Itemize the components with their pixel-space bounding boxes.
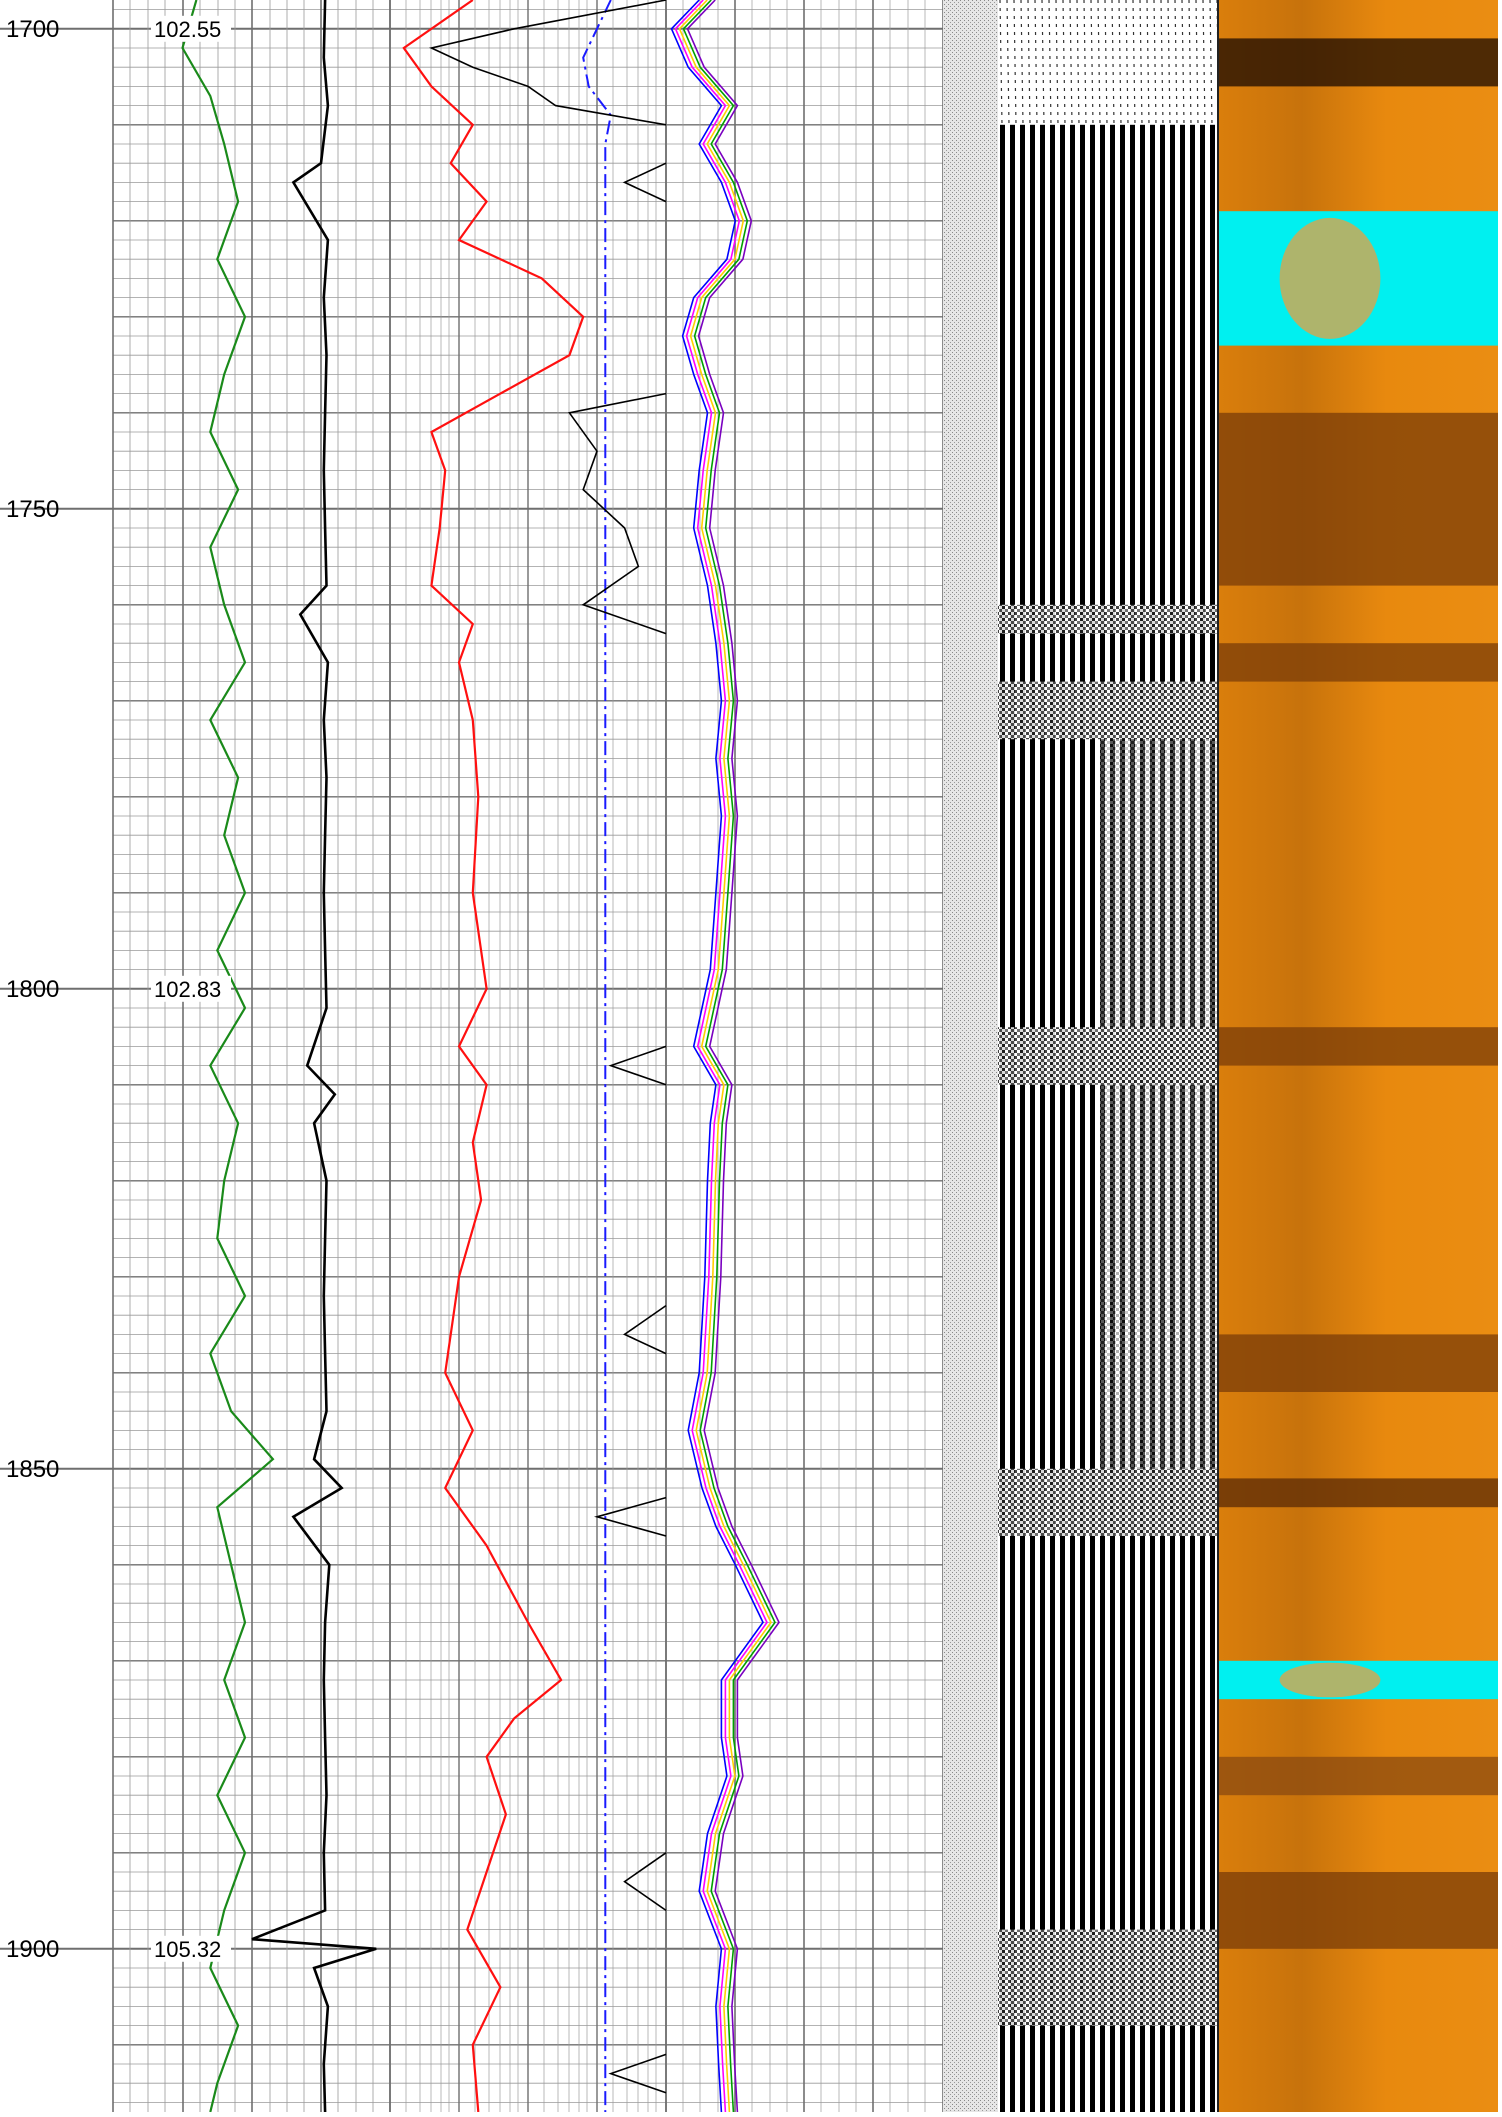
image-dark-band bbox=[1218, 1027, 1498, 1066]
curve-track3_lines-black bbox=[622, 1304, 667, 1355]
depth-tick-label: 1900 bbox=[6, 1936, 59, 1963]
curve-track2-black bbox=[251, 0, 377, 2113]
grid bbox=[0, 0, 944, 2112]
vdl-margin bbox=[943, 0, 998, 2112]
vdl-trace bbox=[1160, 0, 1164, 125]
vdl-trace bbox=[1090, 0, 1094, 125]
annotation-label: 105.32 bbox=[154, 1937, 221, 1962]
image-dark-band bbox=[1218, 643, 1498, 682]
vdl-trace bbox=[1104, 0, 1108, 125]
annotation-bg bbox=[151, 1935, 231, 1962]
annotation-label: 102.83 bbox=[154, 977, 221, 1002]
vdl-trace bbox=[1013, 0, 1017, 125]
curve-track4 bbox=[678, 0, 772, 2113]
curve-track4 bbox=[670, 0, 764, 2113]
vdl-trace bbox=[1041, 0, 1045, 125]
depth-labels: 1700 1750 1800 1850 1900 102.55 102.83 105.32 bbox=[6, 16, 231, 1963]
vdl-top-blank bbox=[998, 0, 1218, 125]
curve-track3_lines-black bbox=[608, 1045, 667, 1086]
vdl-trace bbox=[1139, 0, 1143, 125]
vdl-trace bbox=[1083, 0, 1087, 125]
vdl-trace bbox=[1153, 0, 1157, 125]
curve-track3_lines-black bbox=[428, 0, 667, 126]
image-dark-band bbox=[1218, 1872, 1498, 1949]
depth-tick-label: 1850 bbox=[6, 1456, 59, 1483]
vdl-trace bbox=[1048, 0, 1052, 125]
vdl-noise-band bbox=[998, 604, 1218, 634]
image-cyan-inclusion bbox=[1279, 1662, 1381, 1698]
curve-track1-green bbox=[181, 0, 275, 2113]
vdl-trace bbox=[1132, 0, 1136, 125]
vdl-trace bbox=[1034, 0, 1038, 125]
curve-track3_lines-blue_dashdot bbox=[582, 0, 612, 2112]
vdl-fade bbox=[1100, 700, 1218, 1469]
vdl-trace bbox=[1209, 0, 1213, 125]
vdl-trace bbox=[1146, 0, 1150, 125]
depth-tick-label: 1800 bbox=[6, 976, 59, 1003]
curve-track3_lines-black bbox=[608, 2053, 667, 2094]
image-dark-band bbox=[1218, 1756, 1498, 1796]
image-dark-band bbox=[1218, 1478, 1498, 1508]
image-log-track bbox=[1217, 0, 1498, 2112]
vdl-trace bbox=[1062, 0, 1066, 125]
image-cyan-inclusion bbox=[1279, 217, 1381, 339]
vdl-trace bbox=[1027, 0, 1031, 125]
curve-track3_lines-black bbox=[568, 392, 667, 635]
vdl-trace bbox=[1097, 0, 1101, 125]
vdl-noise-band bbox=[998, 1468, 1218, 1536]
vdl-trace bbox=[1202, 0, 1206, 125]
vdl-trace bbox=[1076, 0, 1080, 125]
vdl-trace bbox=[1181, 0, 1185, 125]
vdl-trace bbox=[1167, 0, 1171, 125]
depth-tick-label: 1750 bbox=[6, 496, 59, 523]
image-dark-band bbox=[1218, 412, 1498, 586]
vdl-trace bbox=[1118, 0, 1122, 125]
log-curves bbox=[181, 0, 780, 2113]
vdl-trace bbox=[1055, 0, 1059, 125]
annotation-bg bbox=[151, 975, 231, 1002]
curve-track4 bbox=[674, 0, 768, 2113]
vdl-trace bbox=[1125, 0, 1129, 125]
vdl-trace bbox=[1195, 0, 1199, 125]
vdl-trace bbox=[999, 0, 1003, 125]
curve-track4 bbox=[686, 0, 780, 2113]
annotation-bg bbox=[151, 15, 231, 42]
vdl-trace bbox=[1006, 0, 1010, 125]
curve-track3_lines-black bbox=[622, 162, 667, 203]
vdl-track bbox=[943, 0, 1220, 2112]
image-dark-band bbox=[1218, 1334, 1498, 1392]
vdl-trace bbox=[1174, 0, 1178, 125]
vdl-trace bbox=[1020, 0, 1024, 125]
vdl-trace bbox=[1069, 0, 1073, 125]
curve-track4 bbox=[682, 0, 776, 2113]
curve-track3_lines-black bbox=[623, 1852, 667, 1912]
vdl-trace bbox=[1111, 0, 1115, 125]
curve-track3-red bbox=[402, 0, 585, 2113]
curve-track3_lines-black bbox=[594, 1496, 667, 1537]
vdl-trace bbox=[1188, 0, 1192, 125]
image-dark-band bbox=[1218, 38, 1498, 87]
depth-tick-label: 1700 bbox=[6, 16, 59, 43]
vdl-noise-band bbox=[998, 1929, 1218, 2026]
annotation-label: 102.55 bbox=[154, 17, 221, 42]
